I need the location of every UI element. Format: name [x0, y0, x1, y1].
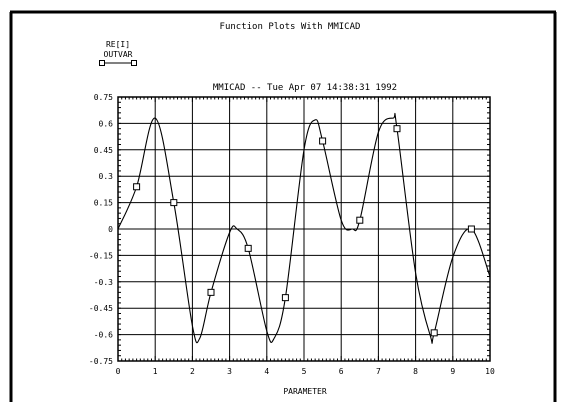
y-tick-label: -0.15 [89, 251, 113, 260]
series-line [117, 112, 491, 344]
x-axis-label: PARAMETER [283, 387, 327, 396]
window-title: Function Plots With MMICAD [220, 22, 361, 32]
data-point-marker [356, 216, 364, 224]
x-tick-label: 9 [450, 367, 455, 376]
x-tick-label: 5 [302, 367, 307, 376]
x-tick-label: 3 [227, 367, 232, 376]
x-tick-label: 8 [413, 367, 418, 376]
x-tick-label: 7 [376, 367, 381, 376]
y-tick-label: 0.15 [94, 199, 113, 208]
plot-area: 0 1 2 3 4 5 6 7 8 9 10 0.75 0.6 0.45 0.3 0.15 0 -0.15 -0.3… [89, 93, 495, 376]
data-point-marker [281, 294, 289, 302]
y-tick-label: -0.3 [94, 278, 113, 287]
y-tick-label: -0.6 [94, 331, 113, 340]
data-point-marker [319, 137, 327, 145]
x-tick-label: 0 [116, 367, 121, 376]
y-tick-label: -0.45 [89, 304, 113, 313]
data-point-marker [133, 183, 141, 191]
y-tick-label: -0.75 [89, 357, 113, 366]
data-point-marker [244, 244, 252, 252]
data-point-marker [207, 288, 215, 296]
y-tick-label: 0.75 [94, 93, 113, 102]
x-tick-label: 1 [153, 367, 158, 376]
data-point-marker [430, 329, 438, 337]
y-tick-label: 0 [108, 225, 113, 234]
x-tick-label: 10 [485, 367, 495, 376]
data-point-marker [393, 125, 401, 133]
legend: RE[I] OUTVAR [99, 40, 137, 66]
x-tick-label: 2 [190, 367, 195, 376]
legend-marker-left [99, 60, 105, 66]
y-tick-label: 0.6 [99, 119, 114, 128]
plot-title: MMICAD -- Tue Apr 07 14:38:31 1992 [213, 83, 397, 93]
legend-label-var: OUTVAR [104, 50, 133, 59]
y-tick-label: 0.45 [94, 146, 113, 155]
data-point-marker [467, 225, 475, 233]
legend-marker-right [131, 60, 137, 66]
x-tick-label: 6 [339, 367, 344, 376]
y-tick-label: 0.3 [99, 172, 114, 181]
x-tick-label: 4 [264, 367, 269, 376]
data-point-marker [170, 199, 178, 207]
legend-label-series: RE[I] [106, 40, 130, 49]
